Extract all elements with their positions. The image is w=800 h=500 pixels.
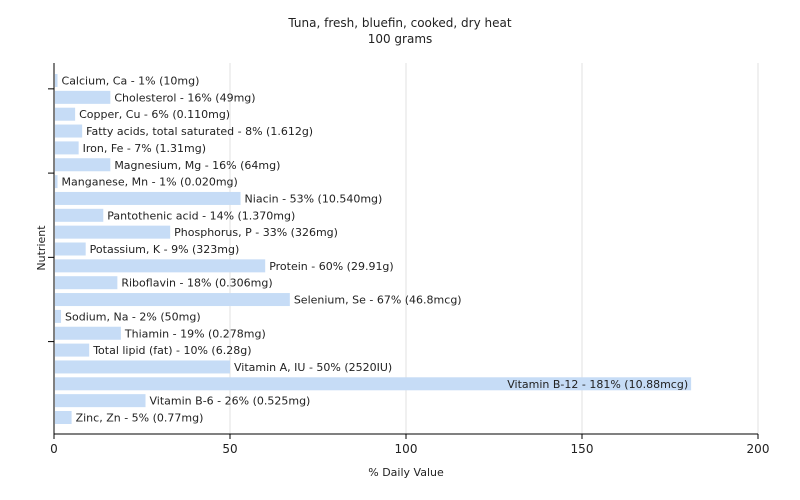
bar-13 [55,293,290,307]
bar-1 [55,90,111,104]
bar-label-5: Magnesium, Mg - 16% (64mg) [114,159,280,172]
bar-9 [55,225,171,239]
bar-2 [55,107,76,121]
x-tick-label-3: 150 [571,442,594,456]
bar-label-15: Thiamin - 19% (0.278mg) [124,327,266,340]
bar-label-20: Zinc, Zn - 5% (0.77mg) [76,412,204,425]
bar-10 [55,242,86,256]
bar-16 [55,343,90,357]
bar-label-9: Phosphorus, P - 33% (326mg) [174,226,338,239]
y-axis-title: Nutrient [35,225,48,271]
bar-0 [55,74,58,87]
bar-11 [55,259,266,273]
bar-layer: Calcium, Ca - 1% (10mg) Cholesterol - 16%… [55,74,692,425]
bar-7 [55,191,241,205]
bar-label-10: Potassium, K - 9% (323mg) [90,243,240,256]
bar-15 [55,326,121,340]
bar-label-12: Riboflavin - 18% (0.306mg) [121,277,272,290]
bar-label-4: Iron, Fe - 7% (1.31mg) [83,142,206,155]
x-tick-label-2: 100 [395,442,418,456]
chart-title: Tuna, fresh, bluefin, cooked, dry heat 1… [0,15,800,47]
bar-19 [55,394,146,408]
bar-20 [55,411,72,424]
bar-label-0: Calcium, Ca - 1% (10mg) [62,75,200,88]
bar-label-11: Protein - 60% (29.91g) [269,260,394,273]
chart-subtitle-text: 100 grams [367,32,433,46]
bar-12 [55,276,118,290]
bar-label-14: Sodium, Na - 2% (50mg) [65,310,201,323]
x-tick-label-1: 50 [222,442,237,456]
bar-label-2: Copper, Cu - 6% (0.110mg) [79,108,230,121]
bar-label-3: Fatty acids, total saturated - 8% (1.612… [86,125,313,138]
chart-title-text: Tuna, fresh, bluefin, cooked, dry heat [288,16,512,30]
bar-4 [55,141,79,155]
bar-6 [55,175,58,189]
bar-3 [55,124,83,138]
bar-14 [55,309,62,323]
bar-5 [55,158,111,172]
bar-label-6: Manganese, Mn - 1% (0.020mg) [62,176,238,189]
bar-label-7: Niacin - 53% (10.540mg) [245,192,383,205]
bar-label-19: Vitamin B-6 - 26% (0.525mg) [150,395,311,408]
x-tick-label-4: 200 [747,442,770,456]
bar-label-8: Pantothenic acid - 14% (1.370mg) [107,209,295,222]
x-axis-title: % Daily Value [368,466,444,479]
bar-17 [55,360,230,374]
bar-label-16: Total lipid (fat) - 10% (6.28g) [92,344,251,357]
axis-layer: 0 50 100 150 200 [48,63,769,456]
bar-label-17: Vitamin A, IU - 50% (2520IU) [234,361,392,374]
bar-18 [55,377,692,391]
x-tick-label-0: 0 [50,442,58,456]
bar-label-18: Vitamin B-12 - 181% (10.88mcg) [507,378,688,391]
bar-8 [55,208,104,222]
bar-label-13: Selenium, Se - 67% (46.8mcg) [294,294,462,307]
bar-label-1: Cholesterol - 16% (49mg) [114,91,255,104]
